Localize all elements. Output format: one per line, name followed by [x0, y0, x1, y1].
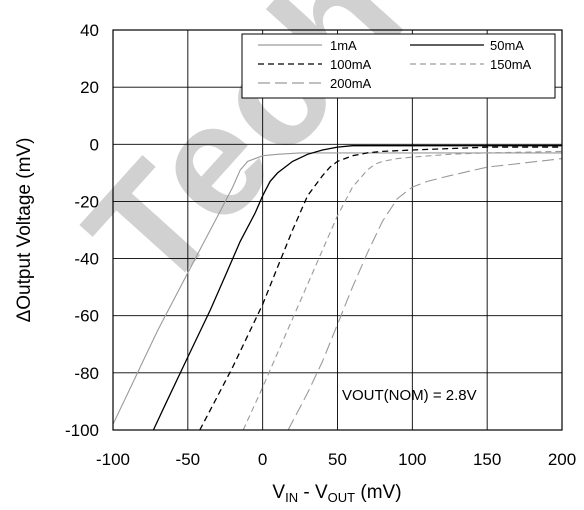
legend-label-200mA: 200mA	[330, 76, 372, 91]
x-axis-label-sub-in: IN	[285, 490, 298, 505]
y-tick-label: -100	[65, 421, 99, 440]
series-line-200mA	[287, 158, 563, 431]
x-axis-label-mid: - V	[298, 482, 328, 503]
y-tick-label: 40	[80, 21, 99, 40]
plot-frame	[112, 29, 563, 431]
y-tick-label: -80	[74, 364, 99, 383]
x-tick-label: 100	[398, 450, 426, 469]
y-tick-label: -60	[74, 307, 99, 326]
x-tick-label: 0	[258, 450, 267, 469]
y-tick-label: 20	[80, 78, 99, 97]
x-axis-label-main: V	[272, 482, 285, 503]
y-tick-label: 0	[90, 135, 99, 154]
x-tick-label: -100	[96, 450, 130, 469]
x-tick-label: 200	[548, 450, 576, 469]
x-tick-label: -50	[176, 450, 201, 469]
series-line-50mA	[152, 145, 562, 431]
y-tick-label: -40	[74, 250, 99, 269]
x-axis-label-unit: (mV)	[355, 482, 401, 503]
legend: 1mA 50mA 100mA 150mA 200mA	[241, 33, 556, 99]
legend-label-150mA: 150mA	[490, 57, 532, 72]
y-axis-label: ΔOutput Voltage (mV)	[14, 138, 35, 323]
legend-label-100mA: 100mA	[330, 57, 372, 72]
series-line-1mA	[112, 152, 562, 425]
y-tick-label: -20	[74, 192, 99, 211]
x-axis-label: VIN - VOUT (mV)	[272, 482, 401, 505]
legend-label-1mA: 1mA	[330, 38, 357, 53]
x-tick-label: 150	[473, 450, 501, 469]
annotation-vout-nom: VOUT(NOM) = 2.8V	[342, 387, 477, 404]
series-line-150mA	[242, 150, 563, 431]
series-layer	[112, 145, 563, 431]
x-axis-label-sub-out: OUT	[328, 490, 356, 505]
legend-label-50mA: 50mA	[490, 38, 524, 53]
x-tick-label: 50	[328, 450, 347, 469]
